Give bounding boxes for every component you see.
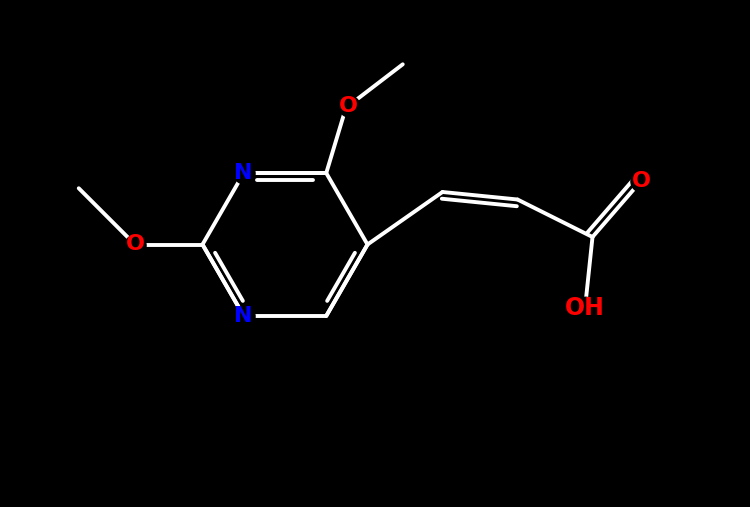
Text: O: O — [632, 171, 651, 191]
Text: N: N — [235, 306, 253, 326]
Text: N: N — [235, 163, 253, 183]
Text: O: O — [339, 95, 358, 116]
Text: O: O — [125, 235, 145, 255]
Text: OH: OH — [565, 296, 605, 320]
